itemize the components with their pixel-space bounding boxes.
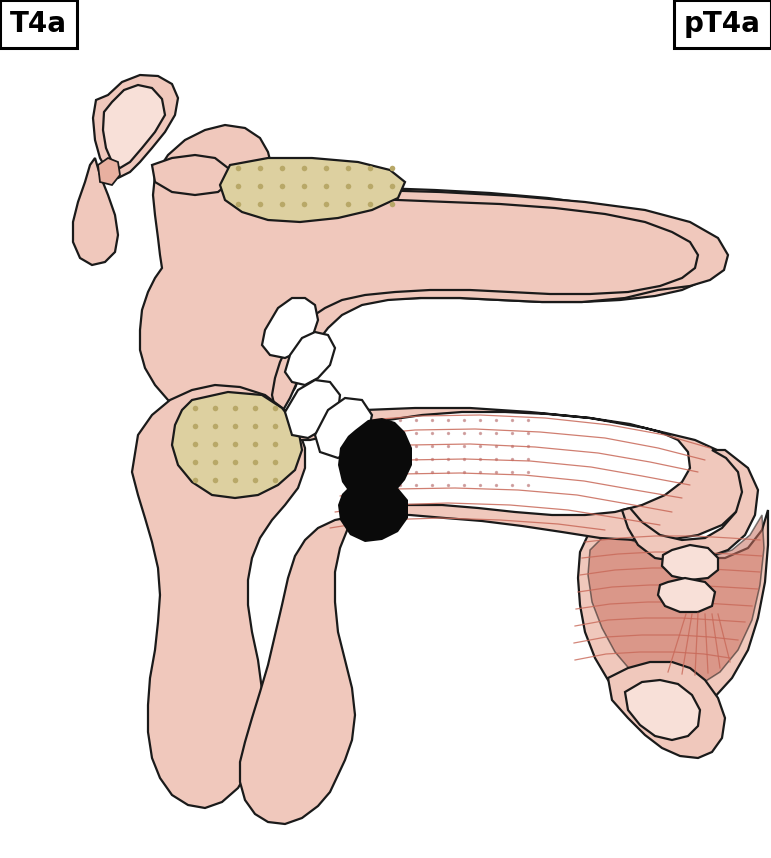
Polygon shape — [262, 298, 318, 358]
Polygon shape — [315, 398, 372, 458]
Polygon shape — [220, 158, 405, 222]
Polygon shape — [338, 418, 412, 502]
Polygon shape — [73, 158, 118, 265]
Polygon shape — [658, 578, 715, 612]
Polygon shape — [103, 85, 165, 168]
Polygon shape — [140, 125, 712, 422]
Polygon shape — [240, 408, 745, 824]
Text: pT4a: pT4a — [684, 10, 761, 38]
Polygon shape — [93, 75, 178, 178]
Polygon shape — [285, 332, 335, 385]
Polygon shape — [622, 450, 758, 562]
Polygon shape — [588, 515, 764, 690]
Polygon shape — [662, 545, 718, 580]
Polygon shape — [285, 380, 340, 438]
Polygon shape — [268, 190, 728, 412]
Text: T4a: T4a — [10, 10, 67, 38]
Polygon shape — [132, 385, 305, 808]
Polygon shape — [98, 158, 120, 185]
Polygon shape — [625, 680, 700, 740]
Polygon shape — [338, 488, 408, 542]
Polygon shape — [608, 662, 725, 758]
Polygon shape — [578, 510, 768, 720]
Polygon shape — [172, 392, 302, 498]
Polygon shape — [152, 155, 230, 195]
